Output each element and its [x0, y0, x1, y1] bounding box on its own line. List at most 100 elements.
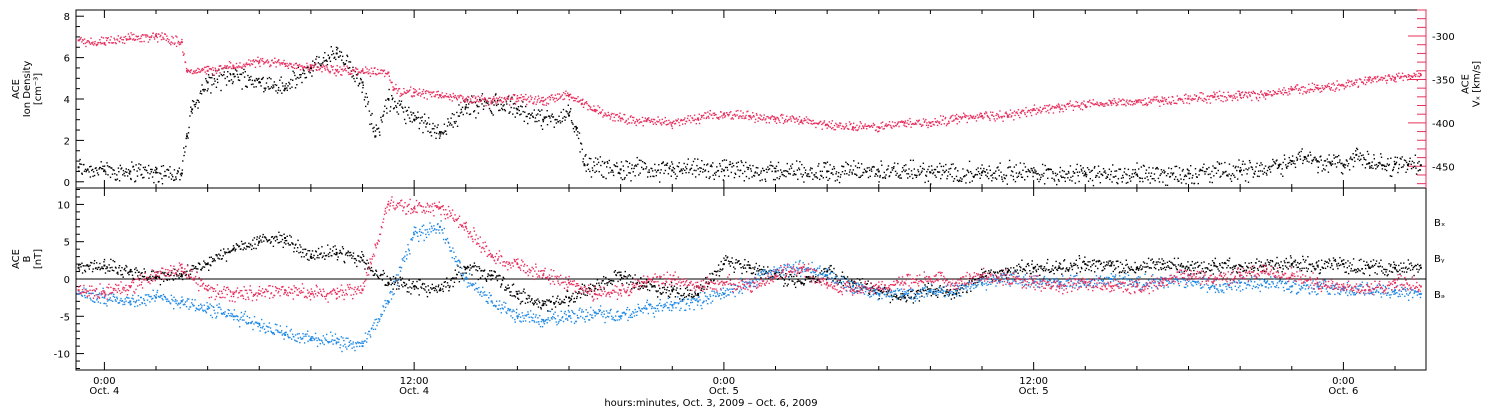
vx-velocity-dot	[524, 98, 526, 100]
bx-dot	[273, 236, 276, 238]
bx-dot	[512, 283, 515, 285]
bx-dot	[592, 284, 594, 287]
ion-density-dot	[1194, 167, 1197, 170]
bx-dot	[737, 260, 740, 263]
vx-velocity-dot	[1190, 98, 1192, 101]
ion-density-dot	[904, 170, 906, 173]
vx-velocity-dot	[612, 119, 614, 122]
bx-dot	[554, 302, 556, 304]
ion-density-dot	[225, 84, 228, 86]
ion-density-dot	[1034, 169, 1036, 171]
bx-dot	[397, 282, 399, 284]
bx-dot	[310, 257, 313, 260]
bx-dot	[453, 281, 456, 284]
ion-density-dot	[1144, 177, 1146, 179]
vx-velocity-dot	[952, 114, 954, 117]
ion-density-dot	[778, 177, 780, 180]
ion-density-dot	[479, 99, 482, 101]
ion-density-dot	[1101, 174, 1104, 177]
ion-density-dot	[1325, 165, 1328, 167]
bx-dot	[533, 302, 535, 305]
bx-dot	[694, 293, 697, 295]
vx-velocity-dot	[1357, 86, 1359, 88]
ion-density-dot	[1340, 162, 1342, 165]
vx-velocity-dot	[1369, 76, 1372, 79]
ion-density-dot	[162, 164, 165, 167]
bx-dot	[361, 251, 363, 253]
bx-dot	[234, 250, 236, 252]
bx-dot	[668, 290, 670, 292]
ion-density-dot	[177, 170, 179, 172]
vx-velocity-dot	[903, 124, 905, 126]
bx-dot	[89, 264, 91, 267]
bx-dot	[178, 277, 180, 279]
vx-velocity-dot	[1355, 81, 1358, 84]
ion-density-dot	[514, 102, 516, 105]
ion-density-dot	[822, 177, 825, 179]
ion-density-dot	[376, 128, 378, 130]
ion-density-dot	[180, 174, 183, 177]
vx-velocity-dot	[234, 67, 237, 69]
ion-density-dot	[1014, 180, 1017, 183]
bx-dot	[590, 290, 593, 293]
ion-density-dot	[249, 79, 251, 81]
ion-density-dot	[585, 154, 587, 156]
vx-velocity-dot	[555, 97, 557, 100]
bx-dot	[568, 300, 571, 303]
vx-velocity-dot	[503, 96, 506, 99]
ion-density-dot	[465, 104, 467, 106]
vx-velocity-dot	[1233, 96, 1236, 98]
vx-velocity-dot	[1064, 106, 1067, 108]
vx-velocity-dot	[825, 124, 828, 126]
bx-dot	[151, 270, 153, 273]
vx-velocity-point	[542, 100, 545, 103]
ion-density-dot	[576, 134, 578, 136]
vx-velocity-dot	[894, 121, 896, 124]
ion-density-dot	[1211, 181, 1214, 184]
bx-dot	[408, 279, 410, 281]
ion-density-dot	[578, 132, 581, 134]
vx-velocity-dot	[807, 122, 810, 125]
vx-velocity-dot	[885, 123, 887, 125]
ion-density-dot	[176, 172, 178, 175]
vx-velocity-dot	[716, 117, 719, 119]
vx-velocity-dot	[160, 38, 163, 41]
ion-density-dot	[809, 167, 812, 169]
ion-density-dot	[1088, 168, 1090, 171]
vx-velocity-dot	[1204, 98, 1207, 100]
ion-density-dot	[1087, 180, 1090, 182]
ion-density-dot	[274, 83, 276, 86]
ion-density-dot	[541, 128, 544, 130]
ion-density-dot	[87, 169, 89, 171]
vx-velocity-dot	[246, 63, 249, 66]
ion-density-point	[335, 52, 338, 55]
vx-velocity-dot	[708, 113, 711, 115]
bx-dot	[587, 290, 589, 293]
ion-density-dot	[793, 173, 796, 175]
vx-velocity-dot	[603, 114, 606, 117]
vx-velocity-dot	[718, 118, 720, 120]
vx-velocity-dot	[516, 100, 518, 103]
ion-density-dot	[1330, 163, 1332, 165]
bx-dot	[354, 258, 357, 260]
ion-density-dot	[1093, 167, 1096, 169]
vx-velocity-dot	[354, 70, 356, 73]
vx-velocity-dot	[983, 116, 985, 119]
vx-velocity-dot	[1044, 107, 1047, 109]
bx-dot	[638, 285, 640, 288]
bx-dot	[321, 246, 323, 248]
ion-density-dot	[386, 112, 388, 114]
vx-velocity-dot	[834, 128, 837, 131]
ion-density-dot	[1282, 175, 1284, 177]
vx-velocity-dot	[762, 118, 764, 121]
ion-density-dot	[1266, 174, 1268, 176]
bx-dot	[540, 308, 542, 310]
ion-density-dot	[1393, 166, 1395, 169]
vx-velocity-dot	[997, 115, 1000, 118]
ion-density-dot	[593, 161, 595, 163]
vx-velocity-dot	[678, 124, 681, 127]
vx-velocity-dot	[206, 65, 208, 68]
ion-density-dot	[155, 166, 157, 169]
bx-dot	[118, 264, 121, 267]
bx-dot	[449, 285, 451, 287]
